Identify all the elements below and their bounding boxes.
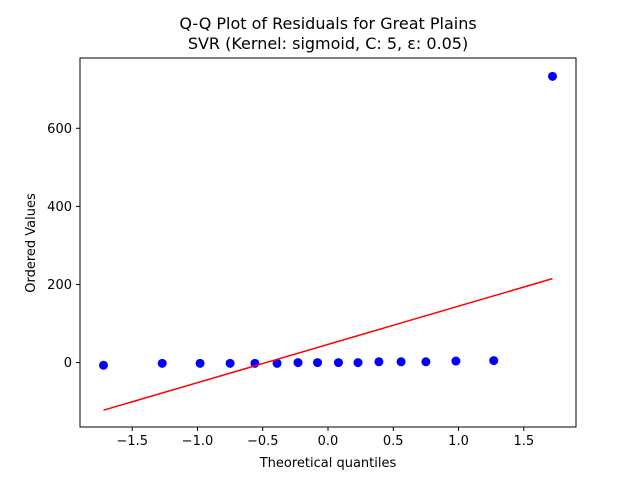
data-point — [451, 356, 461, 366]
x-tick-label: −1.0 — [182, 434, 214, 449]
data-point — [225, 358, 235, 368]
y-tick-label: 200 — [47, 278, 72, 293]
data-point — [195, 358, 205, 368]
plot-frame — [79, 57, 577, 428]
y-tick-label: 400 — [47, 200, 72, 215]
data-point — [421, 357, 431, 367]
data-point — [333, 358, 343, 368]
chart-subtitle: SVR (Kernel: sigmoid, C: 5, ε: 0.05) — [188, 34, 468, 53]
data-point — [272, 358, 282, 368]
x-tick-label: 0.5 — [383, 434, 404, 449]
data-point — [548, 71, 558, 81]
x-tick-label: 1.0 — [448, 434, 469, 449]
x-tick-label: −0.5 — [247, 434, 279, 449]
chart-title: Q-Q Plot of Residuals for Great Plains — [179, 14, 476, 33]
data-point — [374, 357, 384, 367]
x-tick-label: −1.5 — [116, 434, 148, 449]
data-point — [353, 358, 363, 368]
data-point — [98, 360, 108, 370]
y-tick-label: 0 — [64, 356, 72, 371]
data-point — [489, 356, 499, 366]
y-axis-label: Ordered Values — [24, 193, 39, 293]
x-axis-label: Theoretical quantiles — [259, 456, 397, 471]
data-point — [157, 358, 167, 368]
x-tick-label: 1.5 — [513, 434, 534, 449]
x-axis-ticks: −1.5 −1.0 −0.5 0.0 0.5 1.0 1.5 — [116, 427, 534, 449]
data-point — [293, 358, 303, 368]
data-point — [313, 358, 323, 368]
y-tick-label: 600 — [47, 122, 72, 137]
x-tick-label: 0.0 — [318, 434, 339, 449]
data-point — [396, 357, 406, 367]
reference-line — [103, 277, 553, 411]
y-axis-ticks: 0 200 400 600 — [47, 122, 80, 371]
plot-marks — [98, 71, 558, 411]
